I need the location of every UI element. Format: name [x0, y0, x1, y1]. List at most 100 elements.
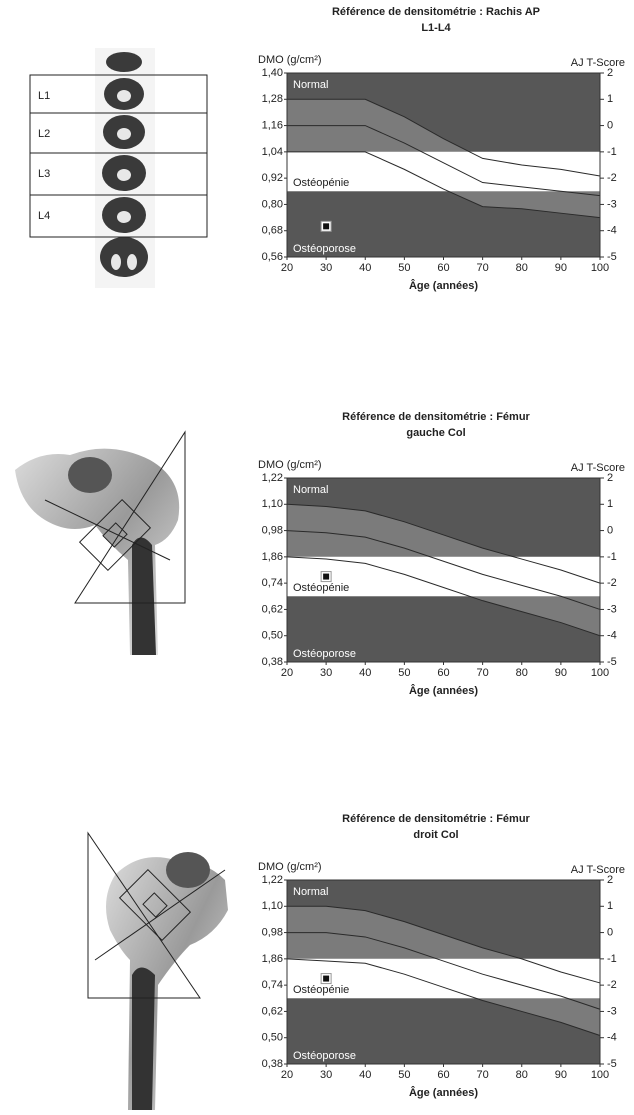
- chart-title: L1-L4: [421, 22, 451, 34]
- y2-tick-label: -1: [607, 953, 617, 965]
- x-tick-label: 100: [591, 1069, 609, 1081]
- x-tick-label: 30: [320, 262, 332, 274]
- x-tick-label: 30: [320, 667, 332, 679]
- vertebrae: [100, 52, 148, 277]
- x-tick-label: 50: [398, 1069, 410, 1081]
- y2-tick-label: -2: [607, 979, 617, 991]
- y2-tick-label: -4: [607, 1032, 617, 1044]
- y-tick-label: 0,68: [262, 225, 283, 237]
- patient-point-core: [323, 223, 329, 229]
- x-tick-label: 70: [477, 667, 489, 679]
- y2-tick-label: -3: [607, 198, 617, 210]
- x-tick-label: 50: [398, 262, 410, 274]
- zone-label: Normal: [293, 484, 328, 496]
- x-tick-label: 80: [516, 1069, 528, 1081]
- zone-label: Normal: [293, 79, 328, 91]
- vertebra-label: L1: [38, 90, 50, 102]
- y2-tick-label: 0: [607, 926, 613, 938]
- y-tick-label: 0,62: [262, 603, 283, 615]
- x-tick-label: 20: [281, 262, 293, 274]
- x-tick-label: 40: [359, 1069, 371, 1081]
- y2-tick-label: -4: [607, 630, 617, 642]
- patient-point-core: [323, 574, 329, 580]
- y2-axis-label: AJ T-Score: [571, 57, 625, 69]
- x-tick-label: 60: [437, 1069, 449, 1081]
- y2-tick-label: -1: [607, 146, 617, 158]
- y2-tick-label: 2: [607, 874, 613, 886]
- zone-label: Normal: [293, 886, 328, 898]
- y-axis-label: DMO (g/cm²): [258, 861, 322, 873]
- y-tick-label: 0,38: [262, 1058, 283, 1070]
- x-tick-label: 90: [555, 667, 567, 679]
- y2-tick-label: -4: [607, 225, 617, 237]
- x-tick-label: 60: [437, 667, 449, 679]
- femur-head: [68, 457, 112, 493]
- x-tick-label: 20: [281, 667, 293, 679]
- y2-tick-label: -1: [607, 551, 617, 563]
- figure: L1 L2 L3 L4 Référence de densitométrie :…: [0, 0, 634, 1115]
- x-tick-label: 70: [477, 1069, 489, 1081]
- y-tick-label: 0,74: [262, 979, 283, 991]
- chart-title: Référence de densitométrie : Rachis AP: [332, 6, 540, 18]
- y-tick-label: 0,98: [262, 926, 283, 938]
- x-tick-label: 100: [591, 262, 609, 274]
- y-tick-label: 0,74: [262, 577, 283, 589]
- y-tick-label: 0,80: [262, 198, 283, 210]
- zone-label: Ostéoporose: [293, 648, 356, 660]
- y-tick-label: 0,98: [262, 524, 283, 536]
- y-axis-label: DMO (g/cm²): [258, 54, 322, 66]
- y-tick-label: 0,50: [262, 1032, 283, 1044]
- zone-label: Ostéopénie: [293, 984, 349, 996]
- patient-point-core: [323, 976, 329, 982]
- chart: Référence de densitométrie : Fémur droit …: [258, 813, 625, 1099]
- vertebra-label: L2: [38, 128, 50, 140]
- y-tick-label: 1,28: [262, 93, 283, 105]
- chart-title: Référence de densitométrie : Fémur: [342, 411, 530, 423]
- y2-tick-label: -3: [607, 1005, 617, 1017]
- y2-tick-label: 1: [607, 900, 613, 912]
- y2-tick-label: 2: [607, 472, 613, 484]
- y-tick-label: 1,86: [262, 953, 283, 965]
- zone-label: Ostéopénie: [293, 582, 349, 594]
- zone-label: Ostéopénie: [293, 177, 349, 189]
- left-femur-image: [15, 432, 185, 655]
- y-tick-label: 1,22: [262, 472, 283, 484]
- zone-label: Ostéoporose: [293, 1050, 356, 1062]
- chart-title: Référence de densitométrie : Fémur: [342, 813, 530, 825]
- x-tick-label: 20: [281, 1069, 293, 1081]
- x-tick-label: 40: [359, 262, 371, 274]
- y-tick-label: 1,04: [262, 146, 283, 158]
- femur-head: [166, 852, 210, 888]
- y-tick-label: 0,50: [262, 630, 283, 642]
- x-tick-label: 30: [320, 1069, 332, 1081]
- x-tick-label: 50: [398, 667, 410, 679]
- y-tick-label: 0,62: [262, 1005, 283, 1017]
- x-axis-label: Âge (années): [409, 1086, 478, 1099]
- y-tick-label: 0,38: [262, 656, 283, 668]
- x-tick-label: 80: [516, 262, 528, 274]
- chart-title: droit Col: [413, 829, 458, 841]
- y-tick-label: 1,22: [262, 874, 283, 886]
- y-tick-label: 1,16: [262, 119, 283, 131]
- x-axis-label: Âge (années): [409, 279, 478, 292]
- chart: Référence de densitométrie : Rachis AP L1…: [258, 6, 625, 292]
- vertebra-label: L3: [38, 168, 50, 180]
- y2-axis-label: AJ T-Score: [571, 462, 625, 474]
- y-tick-label: 1,10: [262, 498, 283, 510]
- page: L1 L2 L3 L4 Référence de densitométrie :…: [0, 0, 634, 1115]
- y2-tick-label: 1: [607, 93, 613, 105]
- x-tick-label: 90: [555, 262, 567, 274]
- x-tick-label: 60: [437, 262, 449, 274]
- y2-axis-label: AJ T-Score: [571, 864, 625, 876]
- vertebra-label: L4: [38, 210, 50, 222]
- x-tick-label: 80: [516, 667, 528, 679]
- y2-tick-label: 0: [607, 524, 613, 536]
- chart: Référence de densitométrie : Fémurgauche…: [258, 411, 625, 697]
- y2-tick-label: 0: [607, 119, 613, 131]
- y2-tick-label: -2: [607, 172, 617, 184]
- y2-tick-label: -2: [607, 577, 617, 589]
- spine-image: L1 L2 L3 L4: [30, 48, 207, 288]
- femur-shaft: [132, 968, 155, 1111]
- y-tick-label: 1,86: [262, 551, 283, 563]
- y-axis-label: DMO (g/cm²): [258, 459, 322, 471]
